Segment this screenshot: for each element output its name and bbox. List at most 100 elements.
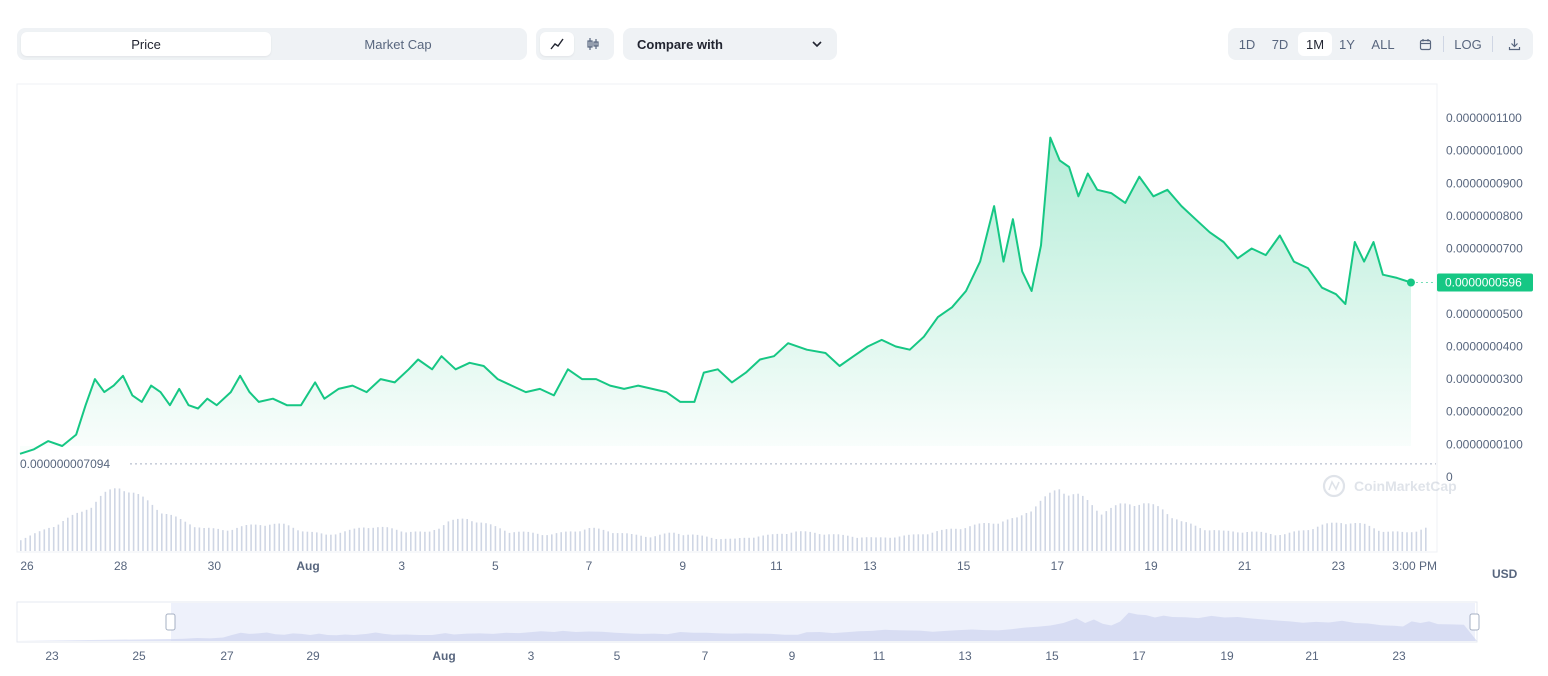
volume-bar [208, 527, 210, 551]
range-7d-button[interactable]: 7D [1264, 32, 1296, 56]
volume-bar [847, 535, 849, 551]
volume-bar [654, 536, 656, 551]
currency-label: USD [1492, 567, 1518, 581]
volume-bar [1260, 531, 1263, 551]
volume-bar [941, 529, 943, 551]
volume-bar [226, 530, 229, 551]
navigator-tick-label: 21 [1305, 649, 1319, 663]
volume-bar [757, 536, 760, 551]
volume-bar [645, 536, 647, 551]
volume-bar [348, 529, 351, 551]
range-1m-button[interactable]: 1M [1298, 32, 1332, 56]
y-tick-label: 0.0000000700 [1446, 242, 1523, 256]
volume-bar [1269, 534, 1272, 551]
x-tick-label: 3 [398, 559, 405, 573]
range-toolbar: 1D 7D 1M 1Y ALL LOG [1228, 28, 1533, 60]
y-tick-label: 0.0000000200 [1446, 405, 1523, 419]
volume-bar [1105, 511, 1108, 551]
log-scale-button[interactable]: LOG [1450, 32, 1486, 56]
volume-bar [955, 528, 957, 551]
volume-bar [29, 535, 31, 551]
x-tick-label: 23 [1332, 559, 1346, 573]
download-button[interactable] [1500, 32, 1528, 56]
volume-bar [527, 531, 530, 551]
volume-bar [522, 531, 525, 551]
tab-price[interactable]: Price [21, 32, 271, 56]
x-tick-label: 26 [20, 559, 34, 573]
volume-bar [917, 534, 920, 551]
volume-bar [1204, 530, 1206, 551]
volume-bar [814, 532, 816, 551]
x-tick-label: 7 [586, 559, 593, 573]
volume-bar [222, 530, 224, 551]
volume-bar [832, 534, 835, 551]
volume-bar [588, 528, 591, 551]
range-1y-button[interactable]: 1Y [1334, 32, 1360, 56]
volume-bar [156, 509, 158, 551]
volume-bar [926, 534, 929, 551]
volume-bar [297, 530, 299, 551]
compare-with-dropdown[interactable]: Compare with [623, 28, 837, 60]
range-all-button[interactable]: ALL [1362, 32, 1404, 56]
candlestick-icon [587, 38, 599, 50]
volume-bar [1363, 523, 1366, 551]
volume-bar [1147, 503, 1150, 551]
volume-bar [1190, 523, 1192, 551]
volume-bar [1288, 532, 1291, 551]
navigator-tick-label: 13 [958, 649, 972, 663]
watermark-text: CoinMarketCap [1354, 478, 1457, 494]
volume-bar [856, 537, 858, 551]
volume-bar [189, 524, 191, 551]
chart-type-tabs: Price Market Cap [17, 28, 527, 60]
volume-bar [1171, 518, 1173, 551]
volume-bar [1349, 523, 1352, 551]
volume-bar [1321, 524, 1324, 551]
volume-bar [1176, 519, 1178, 551]
x-tick-label: Aug [296, 559, 319, 573]
volume-bar [997, 523, 999, 551]
range-navigator[interactable] [16, 601, 1480, 643]
volume-bar [391, 528, 393, 551]
volume-bar [673, 532, 675, 551]
volume-bar [372, 527, 374, 551]
volume-bar [447, 521, 450, 551]
volume-bar [800, 531, 802, 551]
candlestick-chart-button[interactable] [576, 32, 610, 56]
volume-bar [236, 527, 238, 551]
volume-bar [513, 532, 515, 551]
volume-bar [283, 523, 285, 551]
navigator-left-handle[interactable] [165, 613, 176, 631]
volume-bar [1378, 530, 1380, 551]
volume-bar [607, 531, 609, 551]
volume-bar [1335, 522, 1338, 551]
navigator-right-handle[interactable] [1469, 613, 1480, 631]
x-tick-label: 19 [1144, 559, 1158, 573]
volume-bar [1025, 513, 1028, 551]
date-range-button[interactable] [1412, 32, 1438, 56]
volume-bar [1420, 529, 1422, 551]
volume-bar [795, 531, 797, 551]
line-chart-button[interactable] [540, 32, 574, 56]
range-1d-button[interactable]: 1D [1232, 32, 1262, 56]
volume-bar [386, 527, 389, 551]
volume-bar [1011, 518, 1014, 551]
volume-bar [1006, 519, 1009, 551]
volume-bar [1114, 505, 1117, 551]
volume-bar [1180, 521, 1183, 551]
current-price-badge: 0.0000000596 [1437, 273, 1533, 292]
tab-market-cap[interactable]: Market Cap [273, 32, 523, 56]
chart-style-toggle [536, 28, 614, 60]
volume-bar [706, 536, 708, 551]
volume-bar [1279, 535, 1281, 551]
navigator-tick-label: 19 [1220, 649, 1234, 663]
navigator-tick-label: 25 [132, 649, 146, 663]
x-tick-label: 15 [957, 559, 971, 573]
volume-bar [1124, 503, 1126, 551]
volume-bar [1016, 517, 1018, 551]
volume-bar [701, 535, 703, 551]
volume-bar [837, 534, 840, 551]
volume-bar [936, 531, 938, 551]
volume-bar [743, 537, 746, 551]
volume-bar [203, 528, 205, 551]
